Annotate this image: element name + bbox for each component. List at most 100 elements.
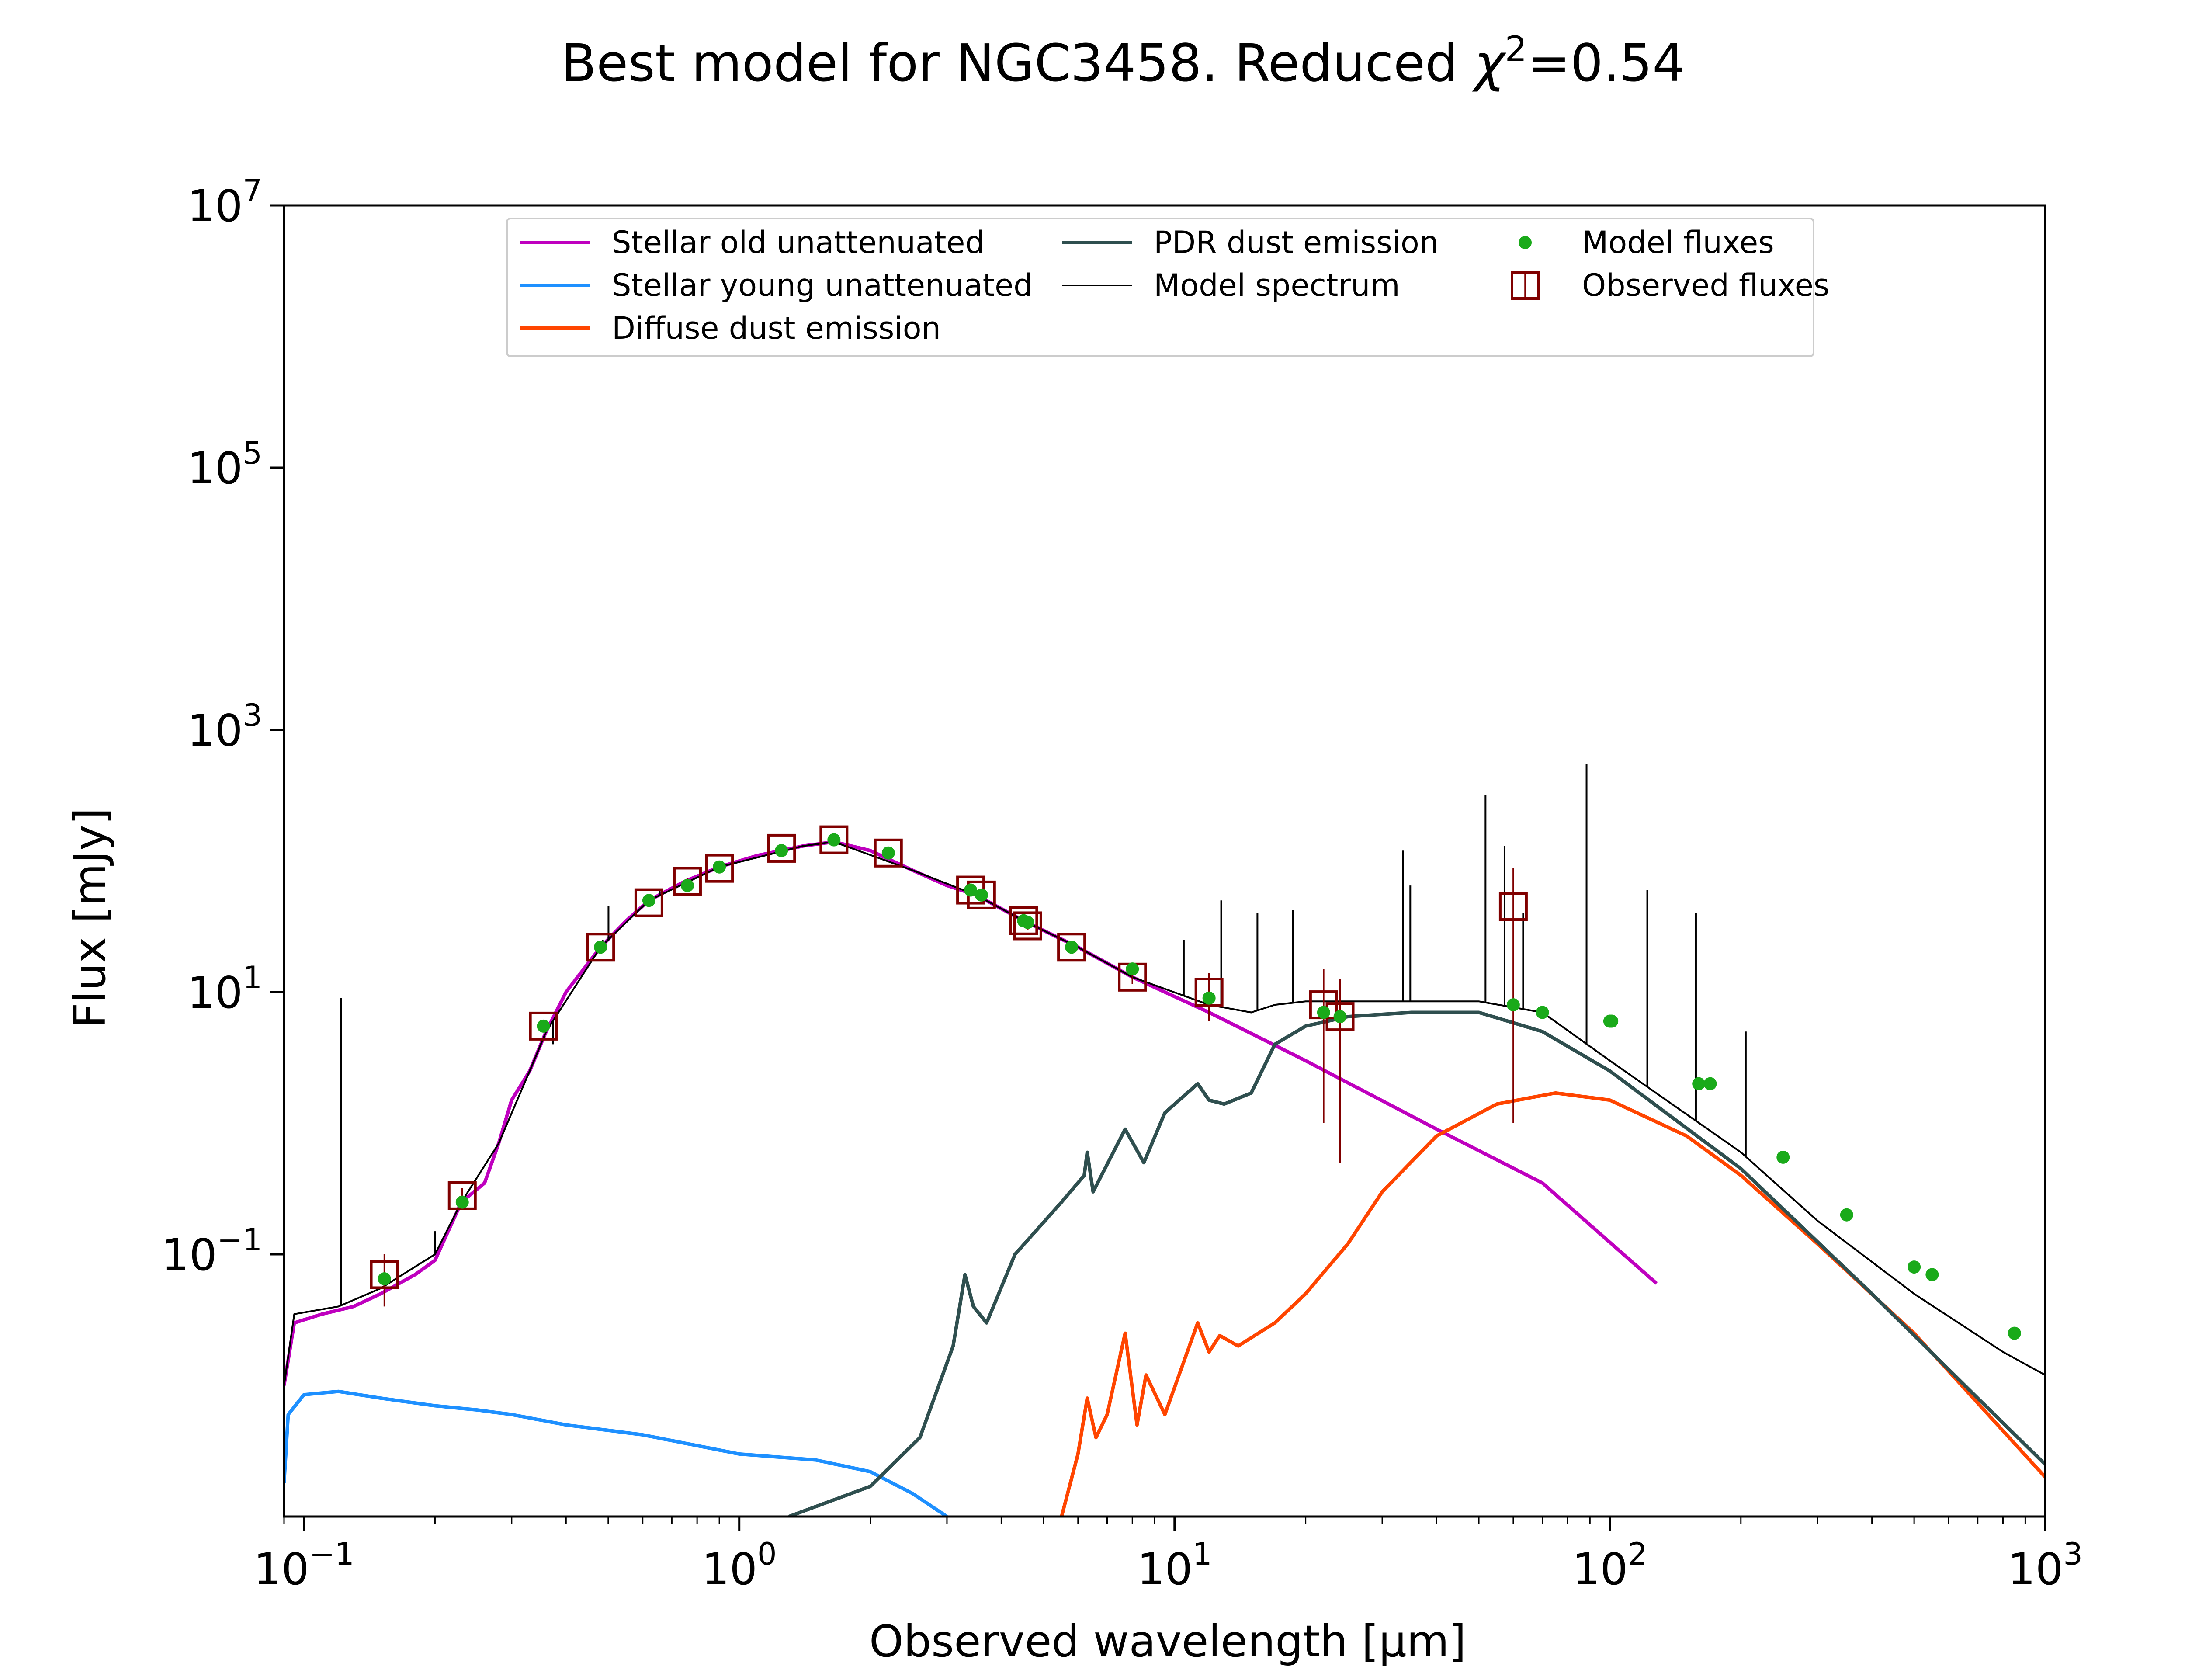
y-tick-base: 10 — [187, 180, 243, 232]
model-flux-point — [455, 1195, 469, 1209]
x-tick-label: 101 — [1137, 1536, 1212, 1595]
model-flux-point — [1065, 941, 1079, 954]
model-flux-point — [1021, 916, 1034, 929]
observed-flux-marker — [705, 854, 734, 883]
model-flux-point — [975, 888, 988, 902]
model-flux-point — [594, 941, 607, 954]
model-flux-point — [378, 1272, 391, 1286]
model-flux-point — [1925, 1268, 1939, 1281]
observed-flux-marker — [1057, 933, 1086, 962]
observed-flux-marker — [673, 867, 702, 896]
observed-flux-marker — [529, 1011, 558, 1041]
model-flux-point — [1536, 1006, 1549, 1019]
chart-title-chi: χ — [1472, 33, 1507, 93]
observed-flux-marker — [767, 833, 796, 863]
series-pdr-dust — [788, 1010, 2045, 1517]
legend-label: Model spectrum — [1154, 267, 1400, 303]
y-tick-label: 10−1 — [162, 1222, 262, 1281]
observed-flux-marker — [1009, 906, 1038, 935]
model-flux-point — [1692, 1077, 1706, 1090]
model-flux-point — [1776, 1150, 1790, 1164]
y-axis-label: Flux [mJy] — [64, 808, 115, 1028]
legend-swatch-dot — [1519, 236, 1532, 249]
y-tick-exp: −1 — [217, 1222, 262, 1258]
model-flux-point — [1703, 1077, 1717, 1090]
model-flux-point — [1126, 962, 1139, 976]
x-tick-base: 10 — [253, 1544, 309, 1595]
observed-flux-marker — [370, 1260, 399, 1289]
model-flux-point — [964, 883, 978, 897]
model-flux-point — [827, 833, 841, 847]
series-diffuse-dust — [1060, 1091, 2045, 1517]
x-tick-exp: 0 — [757, 1536, 777, 1572]
observed-flux-marker — [874, 838, 903, 868]
x-tick-exp: 2 — [1628, 1536, 1647, 1572]
y-tick-exp: 3 — [243, 698, 262, 733]
x-tick-exp: −1 — [309, 1536, 354, 1572]
model-flux-point — [642, 894, 656, 907]
legend-box — [506, 218, 1814, 357]
series-stellar-old — [284, 840, 1658, 1386]
legend-label: Stellar young unattenuated — [612, 267, 1033, 303]
y-tick-label: 107 — [187, 173, 262, 232]
model-flux-point — [1333, 1010, 1347, 1024]
x-tick-label: 103 — [2008, 1536, 2083, 1595]
observed-flux-marker — [447, 1181, 477, 1210]
model-flux-point — [1202, 991, 1216, 1005]
model-flux-point — [1506, 998, 1520, 1012]
model-flux-point — [881, 846, 895, 860]
y-tick-base: 10 — [187, 443, 243, 494]
y-tick-exp: 7 — [243, 173, 262, 209]
y-tick-label: 105 — [187, 435, 262, 494]
legend-label: PDR dust emission — [1154, 225, 1439, 260]
x-tick-label: 10−1 — [253, 1536, 354, 1595]
x-tick-label: 100 — [702, 1536, 777, 1595]
y-tick-exp: 5 — [243, 435, 262, 471]
legend-label: Model fluxes — [1582, 225, 1774, 260]
chart-title-text: Best model for NGC3458. Reduced — [561, 33, 1474, 93]
legend-label: Diffuse dust emission — [612, 310, 941, 346]
chart-title: Best model for NGC3458. Reduced χ2=0.54 — [561, 29, 1685, 93]
legend-label: Observed fluxes — [1582, 267, 1829, 303]
plot-content — [284, 764, 2045, 1517]
legend-handle-dot — [1519, 236, 1532, 249]
x-tick-base: 10 — [1572, 1544, 1628, 1595]
observed-flux-marker — [1194, 978, 1224, 1007]
chart-title-rest: =0.54 — [1527, 33, 1685, 93]
model-flux-point — [680, 879, 694, 892]
x-tick-base: 10 — [2008, 1544, 2063, 1595]
legend-label: Stellar old unattenuated — [612, 225, 985, 260]
observed-flux-marker — [1498, 892, 1528, 921]
model-flux-point — [1908, 1260, 1921, 1274]
plot-frame — [283, 204, 2046, 1518]
series-model-spectrum — [284, 841, 2045, 1386]
observed-flux-marker — [1013, 911, 1042, 941]
model-flux-point — [1840, 1208, 1853, 1222]
y-tick-base: 10 — [162, 1229, 217, 1281]
observed-flux-marker — [634, 888, 663, 917]
x-tick-exp: 1 — [1193, 1536, 1212, 1572]
x-tick-label: 102 — [1572, 1536, 1647, 1595]
x-tick-base: 10 — [1137, 1544, 1193, 1595]
model-flux-point — [1605, 1014, 1619, 1028]
y-tick-exp: 1 — [243, 960, 262, 996]
observed-flux-marker — [819, 825, 849, 854]
x-tick-base: 10 — [702, 1544, 757, 1595]
y-tick-label: 101 — [187, 960, 262, 1018]
series-stellar-young — [284, 1389, 948, 1517]
y-tick-base: 10 — [187, 705, 243, 756]
model-flux-point — [2008, 1326, 2021, 1340]
y-tick-label: 103 — [187, 698, 262, 756]
model-flux-point — [537, 1019, 550, 1033]
chart-title-sup: 2 — [1505, 29, 1527, 69]
model-flux-point — [713, 860, 726, 874]
x-axis-label: Observed wavelength [μm] — [869, 1616, 1466, 1667]
model-flux-point — [775, 844, 788, 857]
observed-flux-marker — [586, 933, 615, 962]
model-flux-point — [1317, 1006, 1330, 1019]
legend: Stellar old unattenuated Stellar young un… — [506, 218, 1829, 357]
x-tick-exp: 3 — [2063, 1536, 2083, 1572]
